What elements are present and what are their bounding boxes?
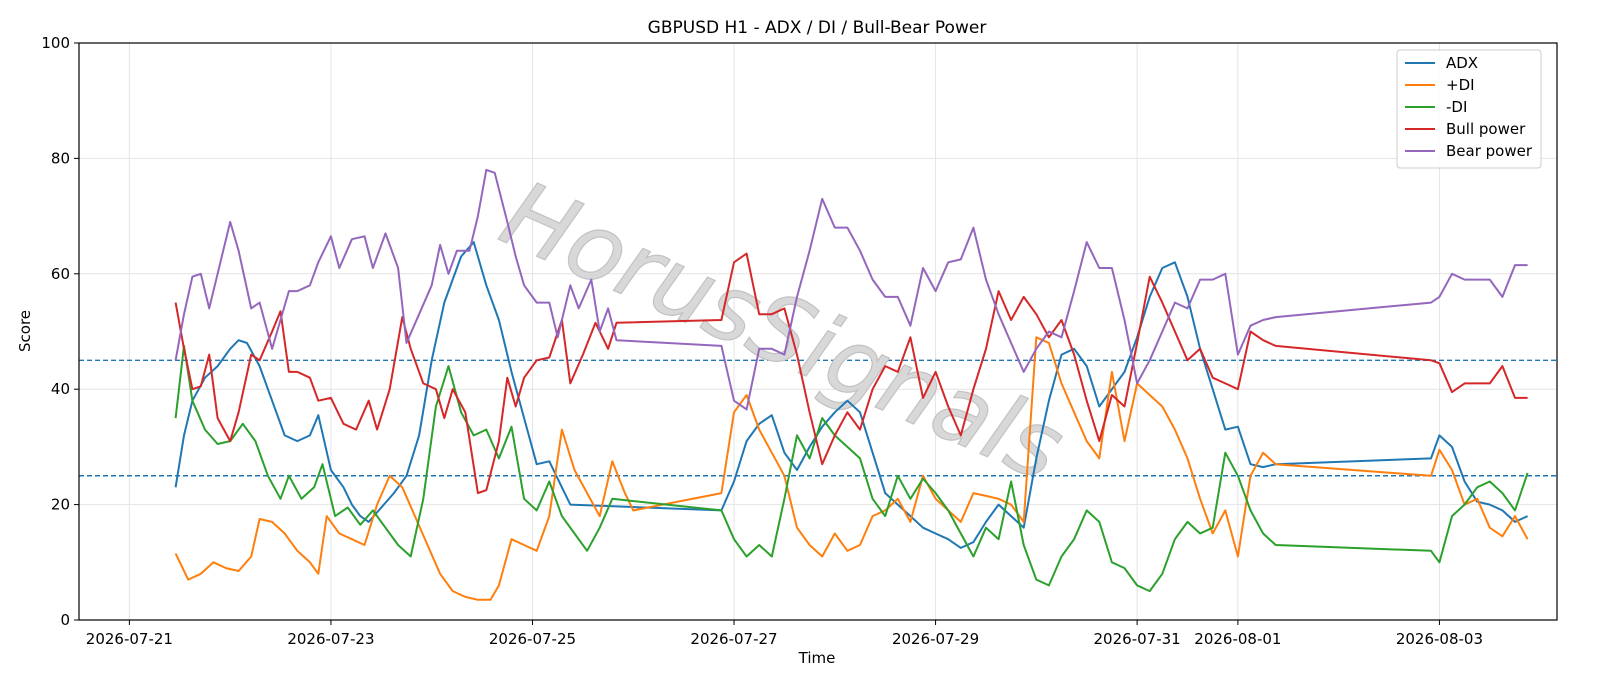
y-axis-label: Score [16,310,34,352]
plot-frame [78,42,1558,621]
x-tick-label: 2026-08-01 [1194,630,1281,648]
series-lines [174,168,1529,601]
y-tick-label: 0 [60,611,70,629]
legend-label: +DI [1446,76,1475,94]
y-tick-label: 40 [51,380,70,398]
legend: ADX +DI -DI Bull power Bear power [1396,49,1542,169]
series-line-bear-power [174,168,1528,411]
legend-label: -DI [1446,98,1467,116]
chart-title: GBPUSD H1 - ADX / DI / Bull-Bear Power [648,18,987,38]
legend-label: Bear power [1446,142,1533,160]
x-tick-label: 2026-07-21 [86,630,173,648]
x-tick-label: 2026-07-25 [489,630,576,648]
x-axis-label: Time [798,649,836,667]
x-tick-label: 2026-07-29 [892,630,979,648]
y-tick-label: 60 [51,265,70,283]
x-tick-label: 2026-07-31 [1094,630,1181,648]
y-axis-ticks: 0 20 40 60 80 100 [41,34,79,629]
reference-lines [79,359,1557,477]
x-axis-ticks: 2026-07-21 2026-07-23 2026-07-25 2026-07-27… [86,620,1483,648]
legend-label: ADX [1446,54,1478,72]
y-tick-label: 100 [41,34,70,52]
series-line-di [174,336,1529,601]
series-line-adx [174,241,1529,549]
legend-label: Bull power [1446,120,1526,138]
x-tick-label: 2026-07-27 [690,630,777,648]
x-tick-label: 2026-07-23 [287,630,374,648]
series-line-bull-power [174,252,1528,495]
series-line-di [174,344,1529,593]
legend-box [1396,49,1542,169]
x-tick-label: 2026-08-03 [1396,630,1483,648]
y-tick-label: 80 [51,149,70,167]
y-tick-label: 20 [51,496,70,514]
